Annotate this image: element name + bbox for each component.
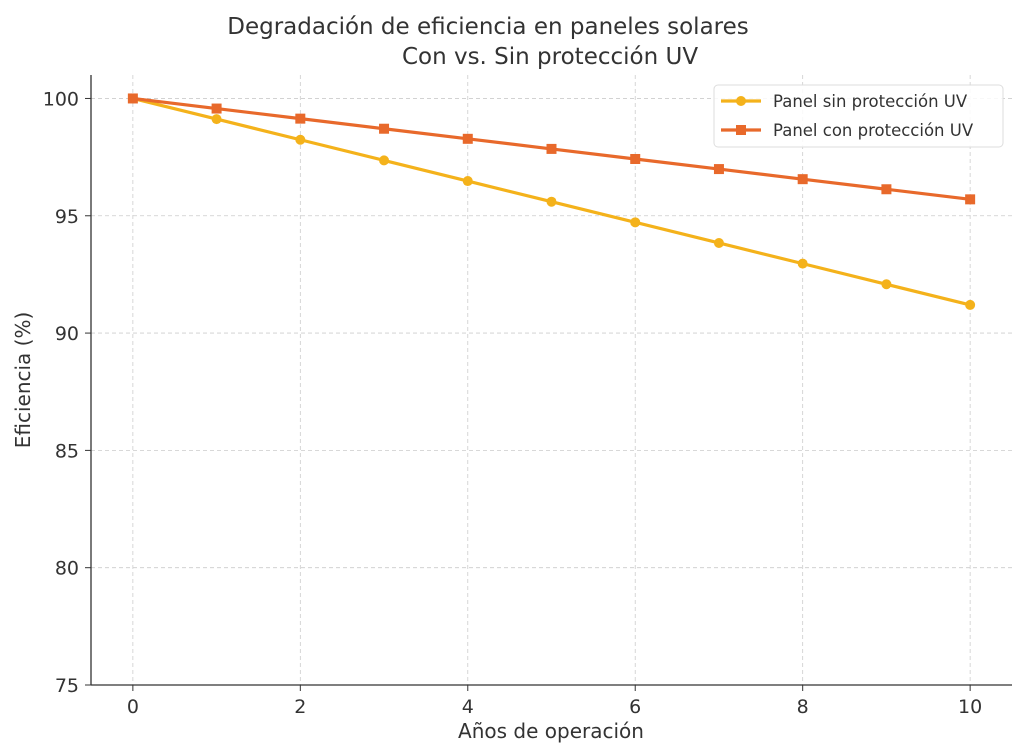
data-point [630, 217, 641, 228]
y-tick-label: 80 [55, 558, 79, 580]
data-point [797, 174, 808, 185]
data-point [965, 194, 976, 205]
x-tick-label: 10 [958, 696, 982, 718]
x-tick-label: 4 [462, 696, 474, 718]
data-point [462, 133, 473, 144]
data-point [295, 113, 306, 124]
series-2 [127, 93, 976, 205]
data-point [797, 258, 808, 269]
data-point [295, 134, 306, 145]
legend-label: Panel con protección UV [773, 121, 974, 140]
data-point [713, 164, 724, 175]
data-point [546, 143, 557, 154]
y-tick-label: 100 [43, 88, 79, 110]
legend-box [713, 84, 1004, 148]
data-point [713, 237, 724, 248]
data-point [462, 176, 473, 187]
legend: Panel sin protección UV Panel con protecc… [713, 84, 1004, 148]
y-tick-label: 85 [55, 440, 79, 462]
data-point [881, 279, 892, 290]
legend-label: Panel sin protección UV [773, 92, 968, 111]
x-axis-label: Años de operación [458, 719, 644, 743]
grid [91, 75, 1012, 686]
chart-subtitle: Con vs. Sin protección UV [402, 44, 698, 70]
x-tick-label: 8 [797, 696, 809, 718]
data-point [546, 196, 557, 207]
series-1 [127, 93, 976, 310]
y-axis-label: Eficiencia (%) [11, 312, 35, 449]
data-point [379, 155, 390, 166]
x-tick-label: 6 [629, 696, 641, 718]
data-point [379, 123, 390, 134]
data-point [211, 114, 222, 125]
x-tick-label: 2 [294, 696, 306, 718]
data-point [211, 103, 222, 114]
data-point [630, 153, 641, 164]
y-tick-label: 90 [55, 323, 79, 345]
chart-title: Degradación de eficiencia en paneles sol… [227, 14, 749, 40]
data-point [881, 184, 892, 195]
y-tick-label: 75 [55, 675, 79, 697]
data-point [127, 93, 138, 104]
data-point [965, 299, 976, 310]
x-tick-label: 0 [127, 696, 139, 718]
legend-marker [736, 96, 746, 106]
y-tick-label: 95 [55, 206, 79, 228]
legend-marker [736, 125, 746, 135]
axes: 0 2 4 6 8 10 75 80 85 90 95 100 [43, 75, 1012, 718]
series-group [127, 93, 976, 310]
